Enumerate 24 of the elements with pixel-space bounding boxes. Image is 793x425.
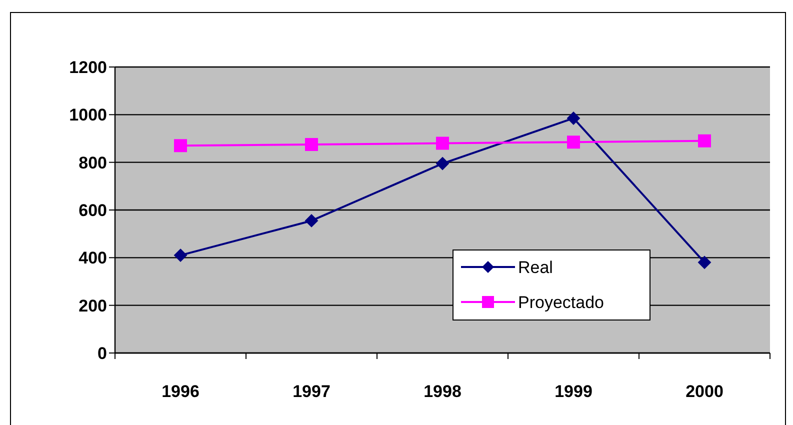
x-tick-label: 1999: [554, 382, 592, 401]
x-tick-label: 2000: [686, 382, 724, 401]
point: [436, 136, 449, 150]
x-tick-label: 1996: [162, 382, 200, 401]
y-tick-label: 1000: [69, 106, 107, 125]
point: [305, 138, 318, 151]
point: [174, 139, 187, 152]
legend-label: Real: [518, 258, 553, 277]
y-tick-label: 400: [78, 248, 107, 268]
y-tick-label: 600: [78, 200, 107, 220]
x-tick-label: 1997: [292, 382, 330, 401]
point: [305, 214, 318, 228]
y-tick-label: 200: [78, 296, 107, 316]
point: [698, 134, 711, 148]
y-tick-label: 1200: [69, 58, 107, 77]
legend-label: Proyectado: [518, 292, 604, 312]
point: [567, 136, 580, 149]
point: [698, 256, 711, 269]
y-tick-label: 0: [98, 344, 107, 363]
x-tick-label: 1998: [424, 382, 462, 401]
point: [174, 248, 187, 262]
point: [567, 112, 580, 125]
y-tick-label: 800: [78, 153, 107, 172]
point: [436, 157, 449, 170]
